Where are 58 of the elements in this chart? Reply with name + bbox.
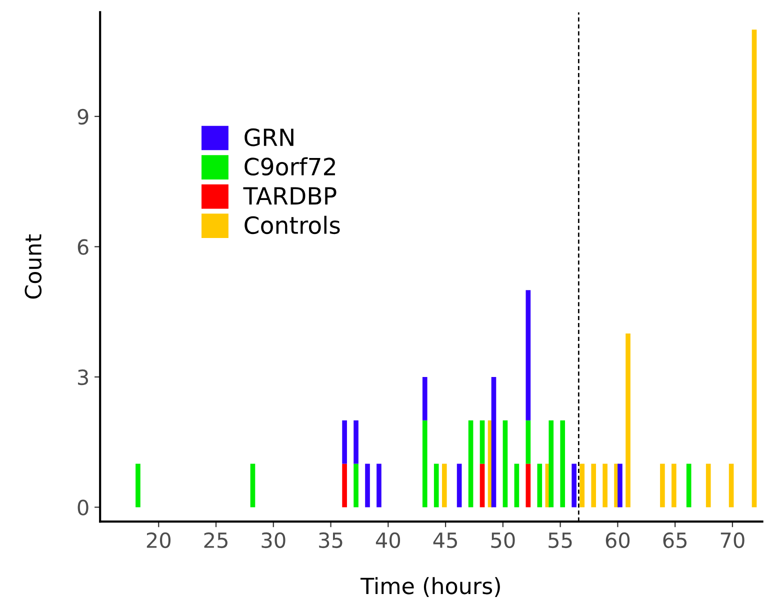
x-tick-label: 40	[376, 532, 400, 548]
x-tick-label: 25	[204, 532, 228, 548]
bar	[342, 420, 347, 464]
bar	[706, 464, 711, 508]
bar	[376, 464, 382, 508]
bar	[580, 464, 585, 508]
bar	[480, 464, 485, 508]
bar	[672, 464, 676, 508]
bar	[752, 30, 757, 508]
y-tick-label: 9	[78, 108, 88, 125]
bar	[660, 464, 665, 508]
legend-label: C9orf72	[244, 157, 335, 176]
legend-label: GRN	[244, 128, 294, 146]
y-axis-title: Count	[24, 234, 42, 299]
legend-label: TARDBP	[243, 187, 336, 204]
bar	[526, 464, 531, 508]
x-tick-label: 20	[146, 532, 170, 548]
bar	[560, 420, 566, 508]
x-tick-label: 65	[663, 532, 687, 548]
x-tick-label: 70	[720, 532, 744, 548]
x-tick-label: 50	[491, 532, 515, 548]
bar	[468, 420, 474, 508]
x-tick-label: 30	[262, 532, 286, 548]
bar	[491, 376, 496, 508]
x-axis-title: Time (hours)	[360, 577, 500, 597]
bar	[456, 464, 462, 508]
x-tick-label: 55	[548, 532, 572, 548]
bar	[434, 464, 439, 508]
bar	[572, 464, 576, 508]
bar	[602, 464, 608, 508]
x-tick-label: 45	[433, 532, 457, 548]
x-tick-label: 35	[319, 532, 342, 548]
bar	[480, 420, 485, 464]
bar	[250, 464, 256, 508]
bar	[548, 420, 554, 508]
y-tick-label: 3	[78, 369, 88, 386]
bar	[626, 334, 630, 508]
bar	[342, 464, 347, 508]
x-tick-label: 60	[606, 532, 630, 548]
bar	[728, 464, 734, 508]
y-tick-label: 6	[78, 239, 88, 255]
bar	[422, 420, 428, 508]
bar	[354, 420, 358, 464]
bar	[537, 464, 542, 508]
bar	[502, 420, 508, 508]
bar	[526, 290, 531, 420]
bar	[136, 464, 140, 508]
bar	[354, 464, 358, 508]
bar	[365, 464, 370, 508]
bar	[422, 376, 428, 420]
bar	[526, 420, 531, 464]
bar	[442, 464, 447, 508]
bar	[618, 464, 622, 508]
bar	[591, 464, 596, 508]
bar	[686, 464, 692, 508]
legend-label: Controls	[244, 216, 340, 234]
bar	[514, 464, 520, 508]
y-tick-label: 0	[78, 500, 88, 516]
